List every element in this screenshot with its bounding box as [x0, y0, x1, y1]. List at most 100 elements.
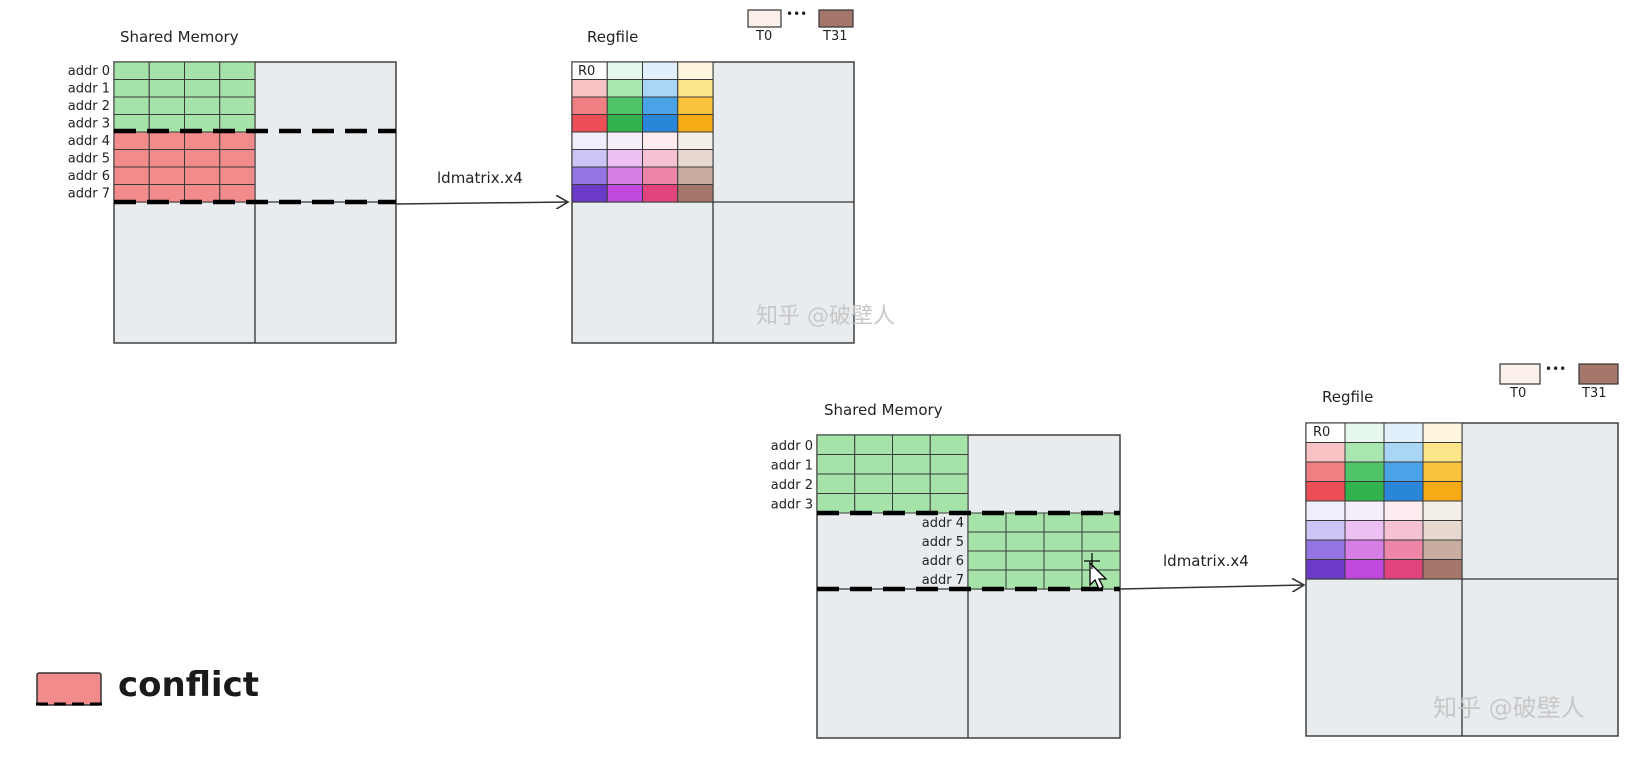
- regfile-cell: [1383, 520, 1424, 541]
- regfile-cell: [571, 149, 608, 168]
- addr-label: addr 1: [771, 459, 813, 474]
- addr-label: addr 2: [771, 478, 813, 493]
- smem-cell: [1005, 550, 1045, 571]
- regfile-cell: [1383, 461, 1424, 482]
- regfile-cell: [1344, 500, 1385, 521]
- smem-cell: [113, 96, 150, 115]
- regfile-title-2: Regfile: [1322, 388, 1373, 406]
- regfile-cell: [606, 96, 643, 115]
- regfile-cell: [1422, 539, 1463, 560]
- regfile-cell: [1305, 539, 1346, 560]
- watermark-1: 知乎 @破壁人: [756, 304, 895, 329]
- regfile-cell: [1383, 539, 1424, 560]
- regfile-cell: [606, 184, 643, 203]
- regfile-cell: [677, 61, 714, 80]
- smem-cell: [219, 184, 256, 203]
- regfile-cell: [1305, 461, 1346, 482]
- regfile-cell: [677, 96, 714, 115]
- smem-cell: [1005, 512, 1045, 533]
- t31-label-2: T31: [1581, 386, 1606, 401]
- smem-cell: [967, 550, 1007, 571]
- regfile-cell: [642, 131, 679, 150]
- smem-cell: [929, 473, 969, 494]
- regfile-cell: [677, 131, 714, 150]
- t31-label-1: T31: [822, 29, 847, 44]
- smem-cell: [184, 131, 221, 150]
- ldmatrix-arrow-1: [395, 202, 568, 204]
- smem-cell: [184, 61, 221, 80]
- smem-cell: [929, 434, 969, 455]
- regfile-title-1: Regfile: [587, 28, 638, 46]
- smem-cell: [967, 512, 1007, 533]
- regfile-cell: [571, 114, 608, 133]
- watermark-2: 知乎 @破壁人: [1433, 694, 1585, 722]
- regfile-cell: [1344, 539, 1385, 560]
- conflict-legend-label: conflict: [118, 665, 259, 705]
- smem-cell: [219, 79, 256, 98]
- regfile-cell: [1383, 422, 1424, 443]
- smem-cell: [148, 149, 185, 168]
- smem-cell: [219, 149, 256, 168]
- dots-2: •••: [1545, 362, 1566, 376]
- mouse-cursor-icon: [1084, 553, 1108, 590]
- smem-cell: [219, 166, 256, 185]
- smem-cell: [892, 434, 931, 455]
- addr-label: addr 5: [922, 535, 964, 550]
- smem-cell: [148, 184, 185, 203]
- smem-cell: [816, 454, 856, 475]
- regfile-cell: [642, 61, 679, 80]
- smem-cell: [148, 61, 185, 80]
- t31-swatch-2: [1578, 363, 1619, 385]
- regfile-cell: [1344, 481, 1385, 502]
- ldmatrix-label-1: ldmatrix.x4: [437, 169, 523, 187]
- regfile-cell: [642, 149, 679, 168]
- addr-label: addr 3: [771, 498, 813, 513]
- smem-cell: [148, 96, 185, 115]
- regfile-cell: [642, 114, 679, 133]
- smem-cell: [1081, 531, 1121, 552]
- regfile-cell: [606, 166, 643, 185]
- regfile-cell: [1305, 559, 1346, 580]
- diagram-2: Shared Memory Regfile addr 0 addr 1 addr 2…: [771, 362, 1619, 739]
- regfile-cell: [606, 114, 643, 133]
- regfile-cell: [1305, 442, 1346, 463]
- regfile-cell: [1344, 422, 1385, 443]
- smem-cell: [184, 79, 221, 98]
- t0-label-1: T0: [755, 29, 772, 44]
- regfile-cell: [606, 149, 643, 168]
- smem-cell: [1043, 512, 1083, 533]
- regfile-cell: [1383, 481, 1424, 502]
- smem-cell: [1081, 512, 1121, 533]
- addr-label: addr 4: [922, 516, 964, 531]
- addr-label: addr 6: [922, 554, 964, 569]
- regfile-cell: [571, 96, 608, 115]
- addr-label: addr 7: [68, 187, 110, 202]
- regfile-cell: [1305, 520, 1346, 541]
- smem-cell: [1043, 550, 1083, 571]
- smem-cell: [113, 166, 150, 185]
- addr-labels-1: addr 0 addr 1 addr 2 addr 3 addr 4 addr 5 addr…: [68, 64, 110, 202]
- regfile-cell: [1383, 442, 1424, 463]
- smem-cell: [816, 493, 856, 514]
- addr-label: addr 5: [68, 152, 110, 167]
- smem-cell: [816, 473, 856, 494]
- dots-1: •••: [786, 7, 807, 21]
- smem-cell: [113, 79, 150, 98]
- regfile-cell: [1383, 500, 1424, 521]
- smem-cell: [148, 79, 185, 98]
- regfile-cell: [1422, 500, 1463, 521]
- smem-cell: [184, 149, 221, 168]
- regfile-cell: [677, 114, 714, 133]
- regfile-cell: [1344, 442, 1385, 463]
- ldmatrix-arrow-2: [1119, 585, 1304, 589]
- addr-labels-2: addr 0 addr 1 addr 2 addr 3 addr 4 addr 5 addr…: [771, 439, 964, 588]
- smem-cell: [929, 493, 969, 514]
- smem-cell: [892, 473, 931, 494]
- regfile-cell: [677, 149, 714, 168]
- smem-cell: [1005, 569, 1045, 590]
- regfile-cell: [642, 79, 679, 98]
- smem-cell: [929, 454, 969, 475]
- addr-label: addr 2: [68, 99, 110, 114]
- smem-cell: [854, 454, 893, 475]
- smem-cell: [113, 131, 150, 150]
